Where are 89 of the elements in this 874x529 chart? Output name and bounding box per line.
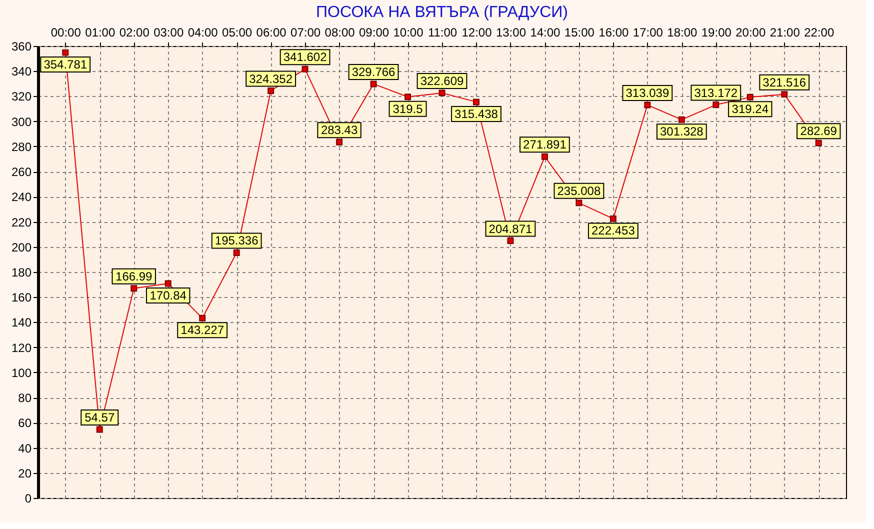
y-tick-label: 340 [11, 64, 32, 79]
point [781, 91, 788, 98]
x-tick-label: 10:00 [393, 26, 424, 40]
data-label: 282.69 [800, 124, 838, 138]
y-tick-label: 0 [24, 492, 32, 506]
data-label: 271.891 [523, 138, 567, 152]
point [164, 280, 172, 287]
y-tick-label: 60 [18, 416, 32, 430]
x-tick-label: 03:00 [154, 26, 184, 40]
x-tick-label: 04:00 [188, 26, 218, 40]
point [404, 94, 411, 100]
point [746, 94, 754, 100]
y-tick-label: 200 [11, 240, 32, 254]
data-label: 283.43 [320, 123, 358, 138]
point [541, 153, 548, 160]
y-tick-label: 100 [11, 366, 32, 380]
y-tick-label: 360 [11, 40, 32, 54]
x-tick-label: 01:00 [85, 26, 116, 40]
x-tick-label: 18:00 [667, 26, 698, 40]
data-label: 319.5 [392, 102, 424, 116]
data-label: 341.602 [283, 50, 328, 64]
y-tick-label: 40 [18, 441, 32, 456]
y-tick-label: 240 [11, 190, 32, 204]
y-tick-label: 220 [11, 215, 32, 230]
data-label: 324.352 [249, 72, 293, 86]
x-tick-label: 08:00 [324, 26, 356, 40]
data-label: 143.227 [180, 323, 224, 338]
y-tick-label: 280 [11, 140, 32, 154]
point [62, 49, 69, 56]
data-label: 315.438 [454, 106, 498, 121]
y-tick-label: 180 [11, 266, 32, 280]
data-label: 166.99 [116, 269, 153, 284]
point [302, 66, 308, 72]
point [576, 200, 582, 206]
y-tick-label: 300 [11, 114, 32, 129]
point [130, 285, 138, 292]
data-label: 170.84 [150, 288, 187, 302]
x-tick-label: 05:00 [222, 26, 252, 40]
x-tick-label: 15:00 [564, 26, 595, 40]
data-label: 329.766 [352, 64, 396, 79]
x-tick-label: 14:00 [530, 26, 561, 40]
data-label: 321.516 [762, 75, 806, 90]
point [644, 102, 651, 108]
x-tick-label: 11:00 [428, 26, 458, 40]
x-tick-label: 21:00 [770, 26, 800, 40]
data-label: 301.328 [660, 124, 704, 139]
point [96, 426, 103, 433]
x-tick-label: 20:00 [736, 26, 766, 40]
x-tick-label: 07:00 [290, 26, 321, 40]
x-tick-label: 22:00 [804, 26, 834, 40]
point [473, 98, 480, 106]
data-label: 319.24 [732, 102, 769, 116]
point [370, 80, 377, 88]
y-tick-label: 80 [18, 391, 32, 406]
point [336, 138, 343, 146]
chart-title: ПОСОКА НА ВЯТЪРА (ГРАДУСИ) [316, 4, 568, 21]
y-tick-label: 20 [18, 466, 32, 480]
data-label: 313.172 [694, 86, 738, 100]
x-tick-label: 00:00 [50, 26, 82, 40]
point [815, 140, 822, 146]
point [268, 88, 274, 94]
y-tick-label: 120 [11, 340, 32, 355]
data-label: 235.008 [557, 184, 601, 198]
data-label: 222.453 [591, 224, 636, 238]
point [712, 102, 720, 108]
data-label: 54.57 [84, 410, 115, 424]
point [199, 314, 206, 322]
point [678, 116, 685, 123]
x-tick-label: 06:00 [256, 26, 287, 40]
point [438, 90, 446, 96]
data-label: 322.609 [420, 74, 464, 88]
x-tick-label: 12:00 [462, 26, 492, 40]
y-tick-label: 140 [11, 316, 32, 330]
x-tick-label: 13:00 [496, 26, 526, 40]
point [507, 238, 514, 244]
point [233, 250, 240, 256]
y-tick-label: 160 [11, 290, 32, 305]
x-tick-label: 19:00 [701, 26, 732, 40]
point [610, 215, 616, 222]
x-tick-label: 09:00 [359, 26, 390, 40]
x-tick-label: 16:00 [598, 26, 630, 40]
data-label: 195.336 [214, 234, 259, 248]
x-tick-label: 17:00 [632, 26, 664, 40]
y-tick-label: 320 [11, 90, 32, 104]
x-tick-label: 02:00 [119, 26, 150, 40]
data-label: 313.039 [626, 86, 670, 100]
data-label: 204.871 [488, 222, 532, 236]
data-label: 354.781 [44, 58, 88, 72]
y-tick-label: 260 [11, 165, 32, 180]
